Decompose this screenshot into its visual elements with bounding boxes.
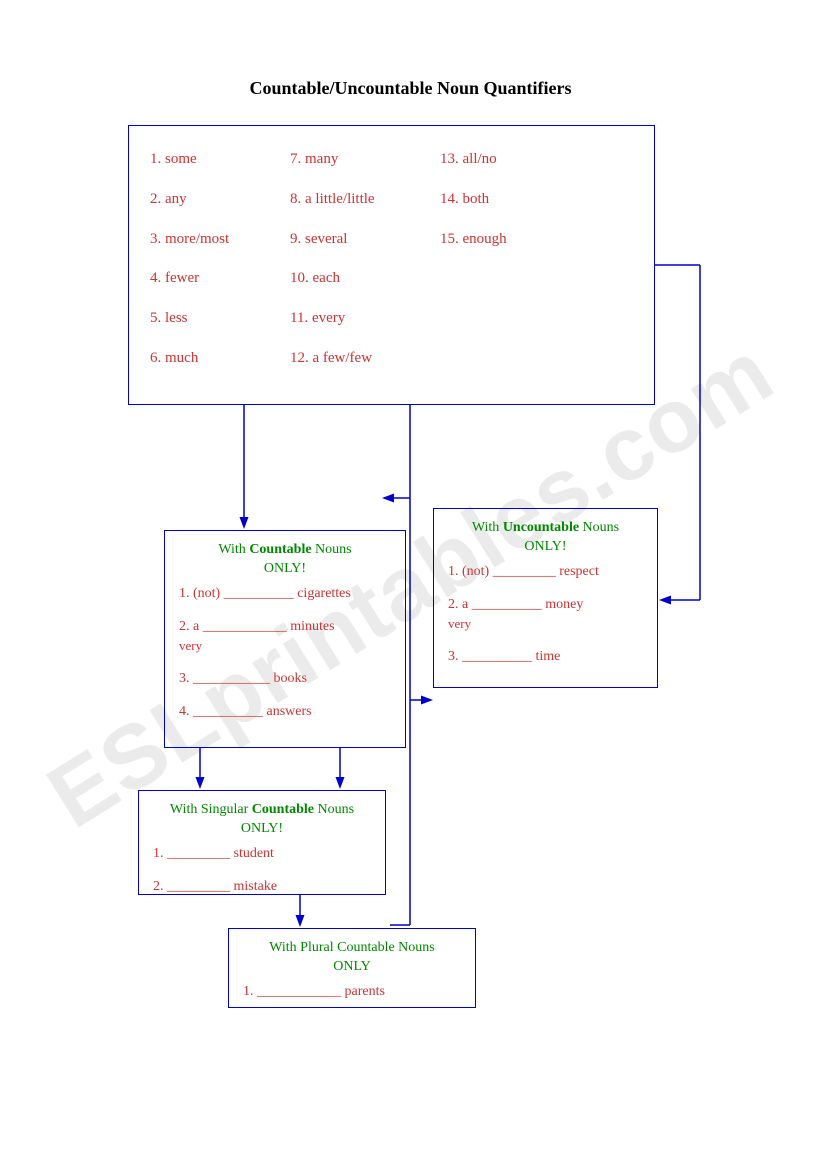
quantifiers-col-3: 13. all/no14. both15. enough: [440, 140, 507, 259]
uncountable-items: 1. (not) _________ respect2. a _________…: [448, 563, 643, 668]
countable-items: 1. (not) __________ cigarettes2. a _____…: [179, 585, 391, 722]
page-title: Countable/Uncountable Noun Quantifiers: [0, 78, 821, 99]
quantifiers-col-1: 1. some2. any3. more/most4. fewer5. less…: [150, 140, 229, 379]
plural-box: With Plural Countable Nouns ONLY 1. ____…: [228, 928, 476, 1008]
uncountable-title: With Uncountable Nouns ONLY!: [448, 519, 643, 557]
countable-title: With Countable Nouns ONLY!: [179, 541, 391, 579]
countable-box: With Countable Nouns ONLY! 1. (not) ____…: [164, 530, 406, 748]
plural-title: With Plural Countable Nouns ONLY: [243, 939, 461, 977]
singular-box: With Singular Countable Nouns ONLY! 1. _…: [138, 790, 386, 895]
plural-items: 1. ____________ parents: [243, 983, 461, 1002]
quantifiers-col-2: 7. many8. a little/little9. several10. e…: [290, 140, 375, 379]
singular-title: With Singular Countable Nouns ONLY!: [153, 801, 371, 839]
singular-items: 1. _________ student2. _________ mistake: [153, 845, 371, 897]
uncountable-box: With Uncountable Nouns ONLY! 1. (not) __…: [433, 508, 658, 688]
